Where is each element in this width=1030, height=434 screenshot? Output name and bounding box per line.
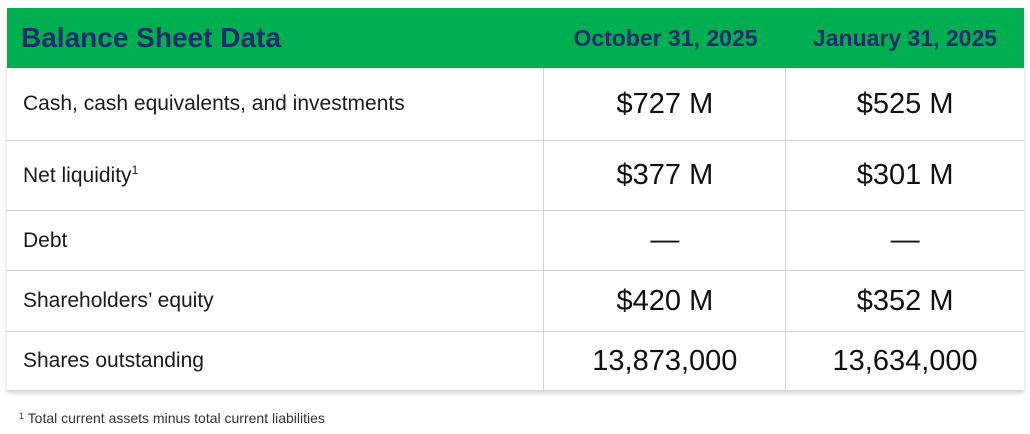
row-label: Net liquidity 1 bbox=[7, 141, 545, 210]
table-row: Debt — — bbox=[7, 211, 1024, 271]
column-header-october: October 31, 2025 bbox=[573, 24, 758, 51]
row-value-january: $525 M bbox=[856, 87, 954, 120]
table-row: Shareholders’ equity $420 M $352 M bbox=[7, 271, 1024, 332]
row-value-october: 13,873,000 bbox=[544, 332, 787, 390]
row-label: Shareholders’ equity bbox=[7, 271, 545, 331]
row-label: Shares outstanding bbox=[7, 332, 545, 390]
row-value-january: $301 M bbox=[856, 159, 954, 191]
table-row: Net liquidity 1 $377 M $301 M bbox=[7, 141, 1024, 211]
row-value-january: — bbox=[890, 224, 920, 256]
table-header: Balance Sheet Data October 31, 2025 Janu… bbox=[7, 8, 1024, 68]
balance-sheet-table: Balance Sheet Data October 31, 2025 Janu… bbox=[7, 8, 1024, 390]
row-value-october: $420 M bbox=[544, 271, 787, 331]
footnote-marker: 1 bbox=[131, 162, 139, 177]
row-value-january: 13,634,000 bbox=[832, 344, 978, 377]
row-value-january: $352 M bbox=[856, 284, 954, 317]
footnote: 1 Total current assets minus total curre… bbox=[19, 410, 325, 426]
balance-sheet-table-wrapper: Balance Sheet Data October 31, 2025 Janu… bbox=[7, 8, 1024, 390]
row-label-text: Shareholders’ equity bbox=[23, 289, 214, 312]
footnote-number: 1 bbox=[19, 411, 25, 421]
row-label: Cash, cash equivalents, and investments bbox=[7, 68, 545, 140]
row-value-october: $727 M bbox=[544, 68, 787, 140]
row-label: Debt bbox=[7, 211, 545, 270]
column-header-january: January 31, 2025 bbox=[812, 24, 998, 51]
footnote-text: Total current assets minus total current… bbox=[27, 410, 325, 426]
row-label-text: Shares outstanding bbox=[23, 349, 204, 372]
table-title: Balance Sheet Data bbox=[21, 22, 281, 53]
row-value-october: $377 M bbox=[544, 141, 787, 210]
table-row: Shares outstanding 13,873,000 13,634,000 bbox=[7, 332, 1024, 390]
row-label-text: Net liquidity bbox=[23, 163, 132, 187]
row-label-text: Debt bbox=[23, 228, 68, 252]
row-value-october: — bbox=[544, 211, 787, 270]
table-row: Cash, cash equivalents, and investments … bbox=[7, 68, 1024, 141]
row-label-text: Cash, cash equivalents, and investments bbox=[23, 92, 405, 115]
